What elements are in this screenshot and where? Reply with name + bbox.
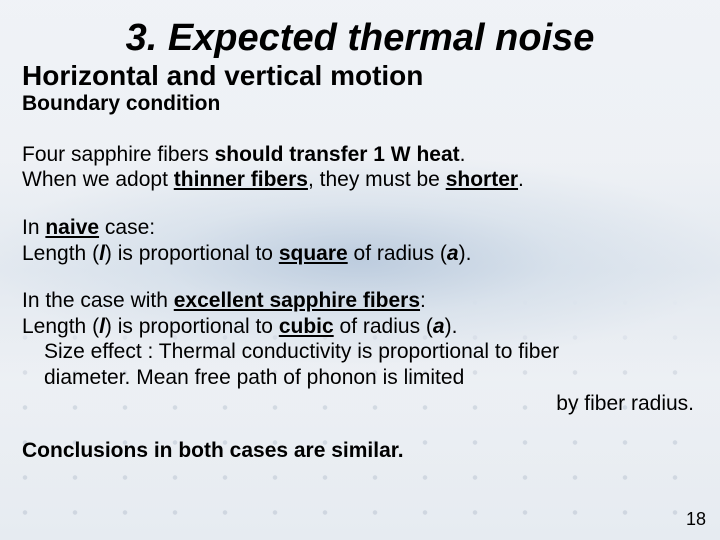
- slide-container: 3. Expected thermal noise Horizontal and…: [0, 0, 720, 540]
- page-number: 18: [686, 509, 706, 530]
- conclusion: Conclusions in both cases are similar.: [22, 438, 698, 464]
- text: In the case with: [22, 289, 174, 312]
- text-right-tail: by fiber radius.: [44, 391, 698, 417]
- text: ).: [459, 242, 472, 265]
- text: Length (: [22, 242, 99, 265]
- text-bold-underline: excellent sapphire fibers: [174, 289, 420, 312]
- text-bold-underline: thinner fibers: [174, 168, 308, 191]
- text: of radius (: [334, 315, 433, 338]
- text-bold-underline: square: [279, 242, 348, 265]
- variable-a: a: [433, 315, 445, 338]
- text: .: [518, 168, 524, 191]
- slide-subtitle: Horizontal and vertical motion: [22, 60, 698, 92]
- text-bold: should transfer 1 W heat: [215, 143, 460, 166]
- slide-title: 3. Expected thermal noise: [22, 18, 698, 60]
- text-bold-underline: naive: [45, 216, 99, 239]
- paragraph-excellent-case: In the case with excellent sapphire fibe…: [22, 288, 698, 416]
- text: :: [420, 289, 426, 312]
- text: Four sapphire fibers: [22, 143, 215, 166]
- text: Size effect : Thermal conductivity is pr…: [44, 340, 559, 363]
- paragraph-transfer-heat: Four sapphire fibers should transfer 1 W…: [22, 142, 698, 193]
- text: .: [460, 143, 466, 166]
- text-bold-underline: shorter: [446, 168, 518, 191]
- text: case:: [99, 216, 155, 239]
- text-bold-underline: cubic: [279, 315, 334, 338]
- variable-a: a: [447, 242, 459, 265]
- text: In: [22, 216, 45, 239]
- text: ).: [445, 315, 458, 338]
- text: diameter. Mean free path of phonon is li…: [44, 366, 464, 389]
- text: of radius (: [348, 242, 447, 265]
- text: ) is proportional to: [105, 242, 279, 265]
- text: ) is proportional to: [105, 315, 279, 338]
- text: When we adopt: [22, 168, 174, 191]
- boundary-condition-heading: Boundary condition: [22, 92, 698, 116]
- paragraph-naive-case: In naive case: Length (l) is proportiona…: [22, 215, 698, 266]
- text: , they must be: [308, 168, 446, 191]
- text: Length (: [22, 315, 99, 338]
- conclusion-text: Conclusions in both cases are similar.: [22, 439, 404, 462]
- size-effect-block: Size effect : Thermal conductivity is pr…: [22, 339, 698, 416]
